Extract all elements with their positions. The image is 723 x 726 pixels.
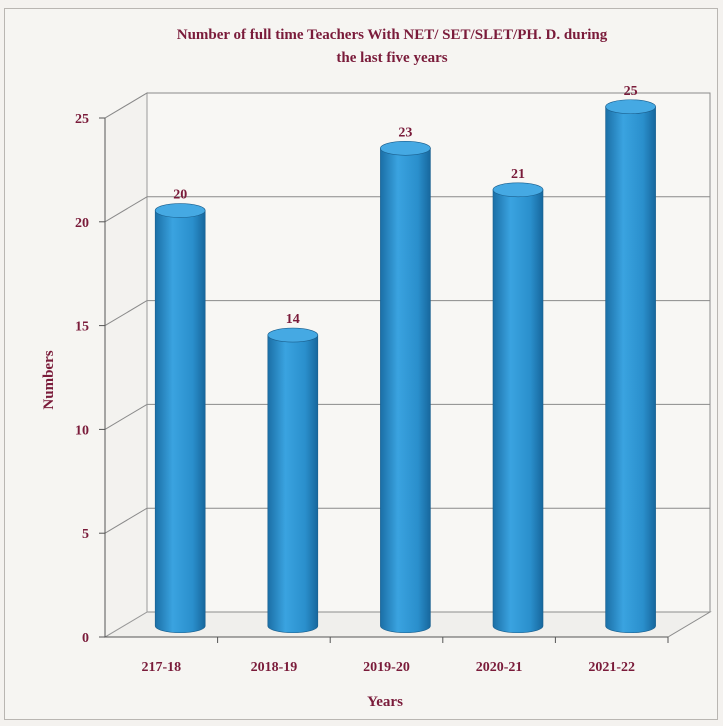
- y-tick-label: 10: [75, 423, 89, 438]
- gridline-depth: [104, 507, 148, 534]
- bar: [380, 140, 431, 634]
- bar-top: [605, 99, 656, 115]
- bar-body: [154, 210, 206, 634]
- bar: [605, 99, 656, 634]
- bar: [492, 182, 544, 634]
- x-tick-label: 217-18: [141, 660, 181, 675]
- bar-body: [380, 147, 431, 634]
- x-tick-label: 2021-22: [588, 660, 635, 675]
- bar: [267, 327, 319, 634]
- gridline-depth: [104, 300, 148, 327]
- y-tick-label: 25: [75, 112, 89, 127]
- gridline-depth: [104, 92, 148, 119]
- x-axis-title: Years: [367, 694, 403, 710]
- bar: [154, 203, 206, 634]
- bar-top: [267, 327, 319, 343]
- x-tick-label: 2018-19: [251, 660, 298, 675]
- y-axis-title: Numbers: [41, 350, 57, 409]
- data-label: 21: [511, 167, 525, 182]
- data-label: 14: [286, 312, 300, 327]
- y-tick-label: 20: [75, 216, 89, 231]
- data-label: 23: [398, 125, 412, 140]
- gridline-depth: [104, 196, 148, 223]
- bar-body: [492, 189, 544, 634]
- y-tick-label: 15: [75, 320, 89, 335]
- bar-body: [605, 106, 656, 634]
- x-tick-label: 2019-20: [363, 660, 410, 675]
- data-label: 25: [624, 84, 638, 99]
- data-label: 20: [173, 188, 187, 203]
- bar-top: [380, 140, 431, 156]
- bar-body: [267, 334, 319, 634]
- plot-side-wall: [104, 92, 148, 638]
- bar-top: [492, 182, 544, 198]
- y-tick-label: 0: [82, 631, 89, 646]
- x-tick-label: 2020-21: [476, 660, 523, 675]
- chart-title-line-2: the last five years: [336, 50, 447, 66]
- y-tick-label: 5: [82, 527, 89, 542]
- bar-top: [154, 203, 206, 218]
- chart-title-line-1: Number of full time Teachers With NET/ S…: [177, 27, 608, 43]
- gridline-depth: [104, 403, 148, 430]
